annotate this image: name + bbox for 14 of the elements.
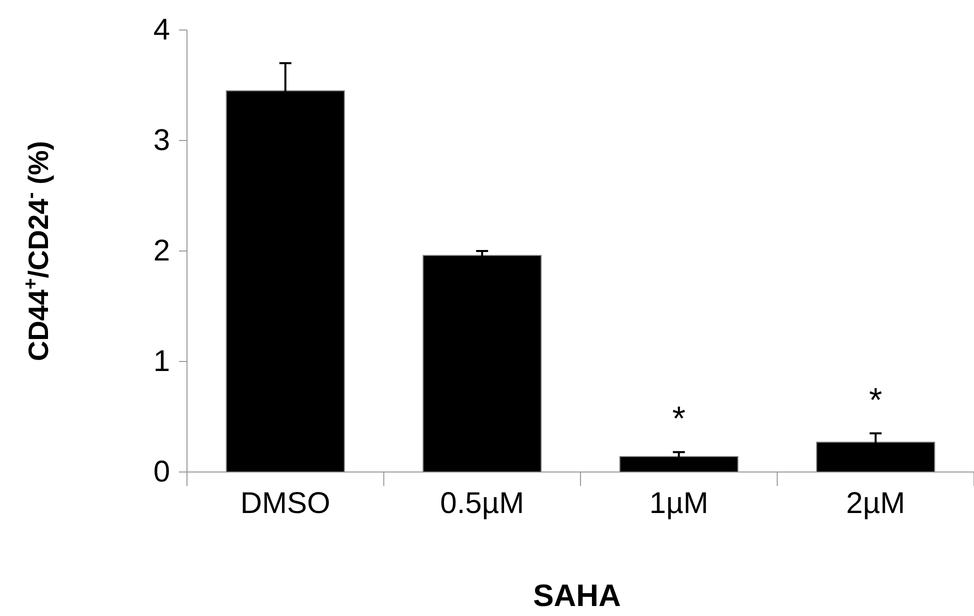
bar (422, 254, 542, 472)
y-tick-label: 0 (153, 456, 170, 489)
x-tick-label: 2µM (846, 487, 906, 520)
y-tick-label: 3 (153, 124, 170, 158)
x-tick-label: 0.5µM (440, 487, 524, 520)
x-axis-title: SAHA (533, 578, 621, 613)
x-tick-label: 1µM (649, 487, 708, 520)
x-tick-label: DMSO (240, 487, 330, 520)
annotation: * (672, 400, 686, 438)
y-tick-label: 2 (153, 234, 170, 268)
bar (619, 456, 738, 472)
y-tick-label: 1 (153, 345, 170, 378)
annotation: * (869, 381, 882, 420)
y-tick-label: 4 (153, 14, 170, 47)
